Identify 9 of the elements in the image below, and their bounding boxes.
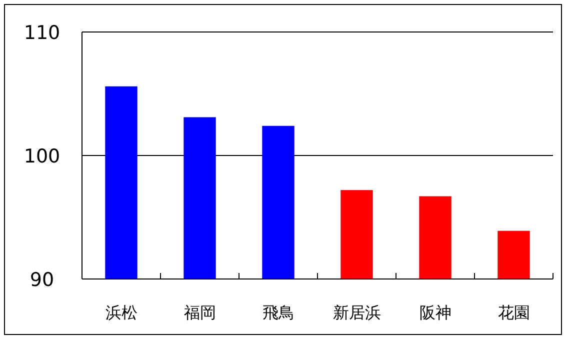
x-tick-label: 浜松: [105, 303, 138, 322]
x-tick-label: 福岡: [184, 303, 216, 322]
x-tick-label: 花園: [498, 303, 530, 322]
x-tick-label: 新居浜: [332, 303, 381, 322]
y-tick-label: 110: [24, 22, 60, 44]
x-tick-label: 飛鳥: [262, 303, 294, 322]
y-tick-label: 100: [24, 146, 60, 168]
x-tick-label: 阪神: [419, 303, 452, 322]
y-tick-label: 90: [30, 269, 54, 291]
